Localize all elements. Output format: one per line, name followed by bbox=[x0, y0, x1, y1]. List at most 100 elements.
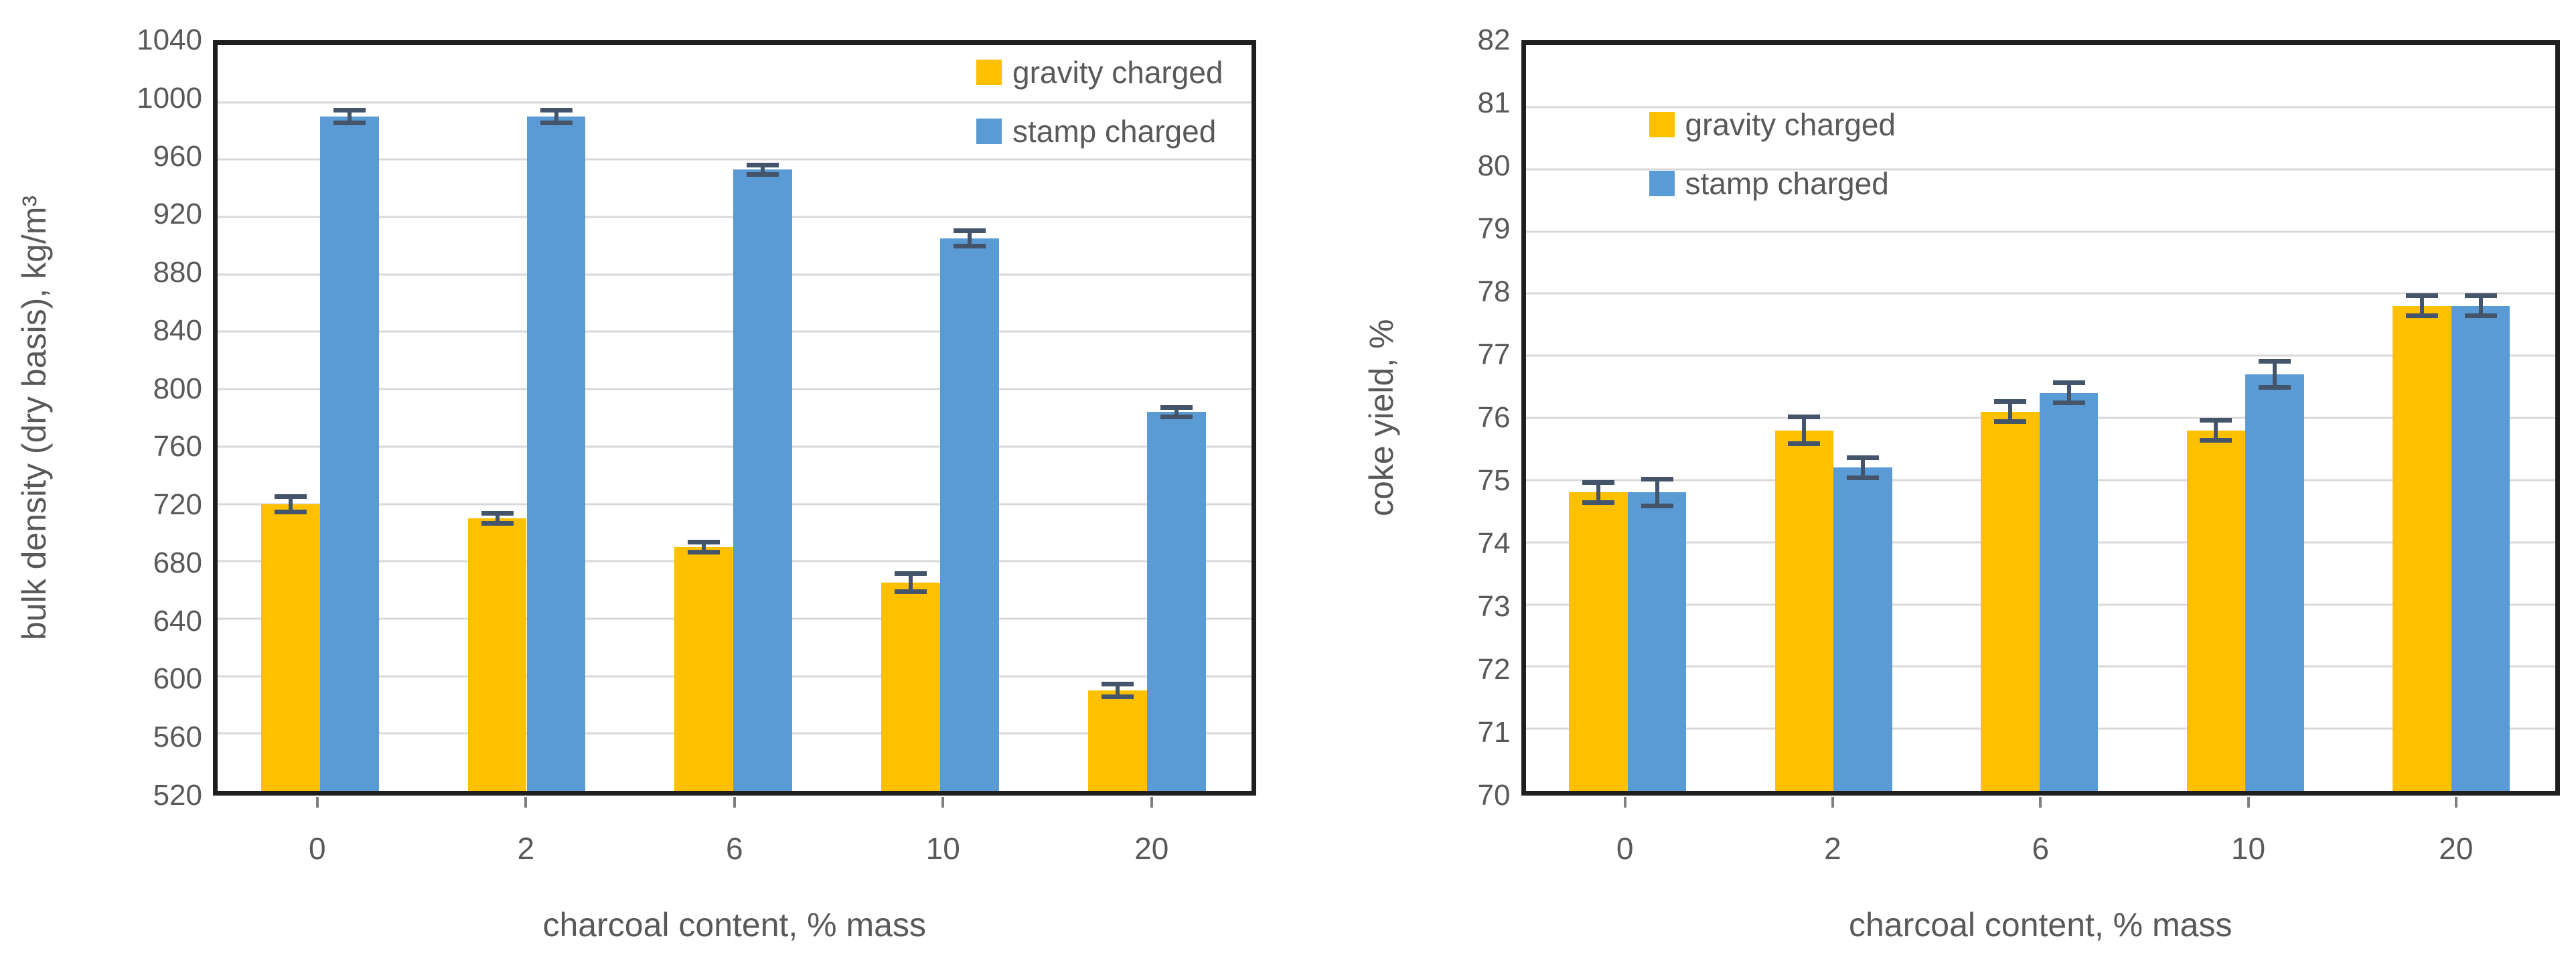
stamp-bar-2 bbox=[526, 117, 586, 791]
bar-group-0 bbox=[1526, 45, 1732, 791]
x-axis-tick-labels: 0 2 6 10 20 bbox=[1521, 830, 2561, 867]
plot-area: gravity charged stamp charged bbox=[1521, 40, 2560, 796]
legend-item-gravity-charged: gravity charged bbox=[976, 54, 1223, 90]
error-bar-stem bbox=[761, 167, 765, 173]
gravity-bar-20 bbox=[2393, 305, 2451, 791]
y-axis-tick-labels: 1040 1000 960 920 880 840 800 760 720 680 640 600 56… bbox=[102, 25, 202, 810]
x-tick-label-0: 0 bbox=[1616, 831, 1634, 866]
y-tick-label: 840 bbox=[153, 313, 202, 347]
error-bar-stem bbox=[1802, 419, 1807, 441]
stamp-bar-10 bbox=[2245, 374, 2304, 791]
gravity-bar-10 bbox=[2186, 430, 2246, 791]
gravity-bar-6 bbox=[674, 546, 734, 791]
bar-group-10 bbox=[838, 45, 1045, 791]
x-axis-title: charcoal content, % mass bbox=[542, 906, 927, 944]
x-axis-title: charcoal content, % mass bbox=[1849, 906, 2232, 944]
x-tick-label-10: 10 bbox=[925, 831, 960, 866]
stamp-error-bar-2 bbox=[1847, 455, 1880, 480]
stamp-bar-10 bbox=[939, 238, 999, 791]
y-tick-label: 82 bbox=[1477, 23, 1511, 56]
bar-group-2 bbox=[425, 45, 631, 791]
x-tick-label-6: 6 bbox=[2032, 831, 2050, 866]
gravity-error-bar-0 bbox=[1582, 479, 1614, 505]
gravity-bar-0 bbox=[260, 504, 320, 791]
y-tick-label: 71 bbox=[1477, 716, 1511, 749]
error-bar-stem bbox=[2214, 423, 2218, 439]
stamp-error-bar-2 bbox=[540, 108, 573, 125]
x-axis-tick-labels: 0 2 6 10 20 bbox=[213, 830, 1256, 867]
error-bar-stem bbox=[908, 576, 913, 590]
bulk-density-chart: bulk density (dry basis), kg/m³ 1040 1000… bbox=[15, 25, 1256, 944]
x-tick-cell bbox=[422, 797, 631, 808]
x-tick-cell bbox=[2144, 797, 2352, 808]
stamp-legend-swatch-icon bbox=[1649, 171, 1675, 196]
gravity-bar-2 bbox=[467, 518, 527, 791]
x-tick-cell bbox=[1937, 797, 2144, 808]
x-tick-mark bbox=[2454, 797, 2457, 808]
y-tick-label: 960 bbox=[153, 139, 202, 173]
x-tick-label-6: 6 bbox=[725, 831, 743, 866]
y-tick-label: 77 bbox=[1477, 338, 1511, 371]
gridline bbox=[1525, 106, 2555, 108]
legend-item-gravity-charged: gravity charged bbox=[1649, 106, 1896, 143]
error-bar-stem bbox=[702, 544, 706, 550]
error-bar-stem bbox=[1115, 686, 1120, 694]
error-bar-stem bbox=[2273, 363, 2277, 386]
y-tick-label: 74 bbox=[1477, 527, 1511, 560]
coke-yield-chart: coke yield, % 82 81 80 79 78 77 76 75 74 73 72 71 70… bbox=[1288, 0, 2576, 965]
stamp-bar-20 bbox=[1146, 412, 1206, 791]
y-tick-label: 800 bbox=[153, 372, 202, 405]
y-tick-label: 1000 bbox=[137, 81, 202, 115]
stamp-bar-0 bbox=[1627, 492, 1687, 791]
legend-item-stamp-charged: stamp charged bbox=[976, 113, 1223, 149]
error-bar-stem bbox=[554, 113, 558, 121]
y-tick-label: 600 bbox=[153, 662, 202, 696]
y-tick-label: 560 bbox=[153, 721, 202, 754]
x-tick-cell bbox=[213, 797, 422, 808]
error-bar-stem bbox=[967, 233, 972, 244]
error-bar-stem bbox=[347, 113, 352, 121]
x-tick-cell bbox=[1521, 797, 1729, 808]
stamp-bar-6 bbox=[733, 169, 793, 791]
x-tick-label-20: 20 bbox=[2439, 831, 2474, 866]
gravity-error-bar-2 bbox=[1788, 415, 1821, 446]
stamp-error-bar-20 bbox=[2464, 293, 2497, 319]
x-tick-label-2: 2 bbox=[1824, 831, 1841, 866]
x-tick-label-0: 0 bbox=[308, 831, 326, 866]
gravity-error-bar-2 bbox=[481, 511, 514, 526]
x-tick-label-10: 10 bbox=[2230, 831, 2266, 866]
x-tick-mark bbox=[2039, 797, 2042, 808]
y-tick-label: 520 bbox=[153, 779, 202, 812]
plot-area: gravity charged stamp charged bbox=[213, 40, 1256, 796]
legend: gravity charged stamp charged bbox=[1649, 106, 1896, 202]
error-bar-stem bbox=[1596, 484, 1600, 500]
gridline bbox=[1525, 168, 2555, 171]
error-bar-stem bbox=[2478, 298, 2483, 314]
stamp-error-bar-10 bbox=[2259, 358, 2291, 390]
stamp-error-bar-10 bbox=[953, 228, 986, 249]
error-bar-stem bbox=[2007, 404, 2012, 420]
gridline bbox=[1525, 292, 2555, 295]
y-tick-label: 760 bbox=[153, 430, 202, 463]
gridline bbox=[1525, 230, 2555, 232]
bar-group-10 bbox=[2143, 45, 2350, 791]
gridline bbox=[218, 158, 1252, 161]
error-bar-stem bbox=[495, 516, 500, 521]
bar-group-20 bbox=[2350, 45, 2556, 791]
gravity-error-bar-10 bbox=[2200, 418, 2232, 443]
error-bar-stem bbox=[2419, 298, 2424, 314]
error-bar-stem bbox=[288, 498, 293, 510]
y-tick-label: 720 bbox=[153, 488, 202, 522]
stamp-error-bar-6 bbox=[747, 162, 779, 177]
x-tick-mark bbox=[1623, 797, 1626, 808]
legend-label: gravity charged bbox=[1012, 55, 1223, 90]
y-axis-title: coke yield, % bbox=[1362, 319, 1400, 517]
x-tick-cell bbox=[1729, 797, 1937, 808]
legend-label: stamp charged bbox=[1012, 114, 1217, 149]
x-tick-mark bbox=[315, 797, 319, 808]
y-axis-title: bulk density (dry basis), kg/m³ bbox=[15, 195, 53, 641]
x-tick-mark bbox=[1831, 797, 1834, 808]
gravity-error-bar-6 bbox=[1993, 399, 2026, 425]
x-tick-mark bbox=[2247, 797, 2250, 808]
